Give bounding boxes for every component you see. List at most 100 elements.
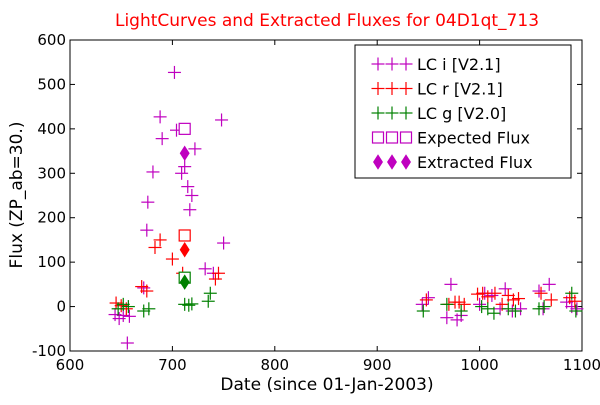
legend-marker (387, 154, 397, 170)
data-point-plus-marker (481, 290, 495, 304)
legend-label: LC i [V2.1] (417, 55, 501, 74)
data-point-plus-marker (475, 300, 489, 314)
data-point-plus-marker (203, 286, 217, 300)
data-point-plus-marker (488, 286, 502, 300)
data-point-plus-marker (476, 286, 490, 300)
legend-marker (399, 106, 413, 120)
x-tick-label: 1000 (461, 356, 499, 374)
data-point-plus-marker (457, 297, 471, 311)
y-tick-label: -100 (32, 342, 66, 360)
legend-marker (385, 57, 399, 71)
y-tick-label: 0 (56, 298, 66, 316)
data-point-plus-marker (140, 223, 154, 237)
data-point-plus-marker (208, 272, 222, 286)
legend-label: Expected Flux (417, 129, 530, 148)
legend-marker (385, 106, 399, 120)
data-point-plus-marker (183, 203, 197, 217)
data-point-plus-marker (185, 189, 199, 202)
data-point-plus-marker (440, 297, 454, 311)
x-axis-label: Date (since 01-Jan-2003) (220, 375, 433, 395)
data-point-plus-marker (182, 298, 196, 312)
data-point-plus-marker (514, 302, 528, 316)
x-tick-label: 700 (158, 356, 187, 374)
data-point-plus-marker (137, 304, 151, 318)
data-point-plus-marker (175, 166, 189, 180)
data-point-plus-marker (498, 282, 512, 296)
data-point-plus-marker (537, 300, 551, 314)
data-point-plus-marker (114, 299, 128, 313)
data-point-plus-marker (211, 266, 225, 280)
data-point-plus-marker (570, 302, 584, 316)
data-point-plus-marker (153, 110, 167, 124)
legend: LC i [V2.1] LC r [V2.1] LC g [V2.0] Expecte… (354, 44, 572, 179)
chart-title: LightCurves and Extracted Fluxes for 04D… (115, 11, 539, 31)
data-point-plus-marker (471, 287, 485, 301)
legend-marker (385, 131, 399, 144)
data-point-plus-marker (565, 286, 579, 300)
data-point-plus-marker (198, 262, 212, 276)
y-tick-label: 600 (37, 31, 66, 49)
data-point-plus-marker (512, 292, 526, 306)
legend-marker (371, 131, 385, 144)
data-point-plus-marker (141, 195, 155, 209)
data-point-plus-marker (542, 277, 556, 291)
y-tick-label: 200 (37, 209, 66, 227)
data-point-plus-marker (444, 277, 458, 291)
legend-marker (371, 106, 385, 120)
data-point-plus-marker (534, 286, 548, 300)
data-point-plus-marker (185, 297, 199, 311)
data-point-plus-marker (181, 180, 195, 194)
data-point-plus-marker (416, 304, 430, 318)
data-point-plus-marker (142, 302, 156, 316)
data-point-plus-marker (454, 304, 468, 318)
data-point-plus-marker (167, 65, 181, 79)
data-point-plus-marker (116, 308, 130, 322)
y-tick-label: 100 (37, 253, 66, 271)
data-point-plus-marker (568, 294, 582, 308)
data-point-plus-marker (419, 293, 433, 307)
data-point-plus-marker (544, 293, 558, 307)
data-point-plus-marker (569, 304, 583, 318)
data-point-plus-marker (188, 142, 202, 156)
data-point-plus-marker (440, 311, 454, 325)
data-point-plus-marker (452, 295, 466, 309)
data-point-plus-marker (487, 306, 501, 320)
legend-marker (385, 82, 399, 95)
data-point-plus-marker (506, 293, 520, 307)
legend-marker (371, 57, 385, 71)
y-tick-label: 400 (37, 120, 66, 138)
data-point-plus-marker (148, 240, 162, 254)
legend-label: LC r [V2.1] (417, 80, 503, 99)
y-axis-label: Flux (ZP_ab=30.) (7, 122, 27, 269)
data-point-plus-marker (153, 233, 167, 247)
legend-marker (371, 82, 385, 95)
y-tick-label: 300 (37, 164, 66, 182)
data-point-plus-marker (140, 284, 154, 298)
data-point-plus-marker (120, 336, 134, 350)
data-point-plus-marker (508, 304, 522, 318)
data-point-plus-marker (122, 309, 136, 323)
legend-label: LC g [V2.0] (417, 104, 506, 123)
data-point-plus-marker (109, 296, 123, 310)
data-point-expected-flux-marker (178, 122, 191, 135)
data-point-plus-marker (473, 297, 487, 311)
data-point-extracted-flux-marker (179, 145, 190, 162)
data-point-plus-marker (421, 291, 435, 305)
data-point-plus-marker (155, 132, 169, 146)
data-point-plus-marker (217, 236, 231, 250)
legend-marker (399, 57, 413, 71)
data-point-expected-flux-marker (178, 229, 191, 242)
plot-frame (69, 39, 583, 352)
data-point-extracted-flux-marker (179, 274, 190, 290)
data-point-plus-marker (165, 252, 179, 266)
data-point-plus-marker (137, 281, 151, 295)
x-tick-label: 900 (363, 356, 392, 374)
data-point-plus-marker (178, 160, 192, 174)
data-point-plus-marker (532, 284, 546, 298)
data-point-extracted-flux-marker (179, 241, 190, 258)
data-point-plus-marker (116, 297, 130, 311)
data-point-plus-marker (532, 302, 546, 316)
data-point-plus-marker (146, 165, 160, 179)
